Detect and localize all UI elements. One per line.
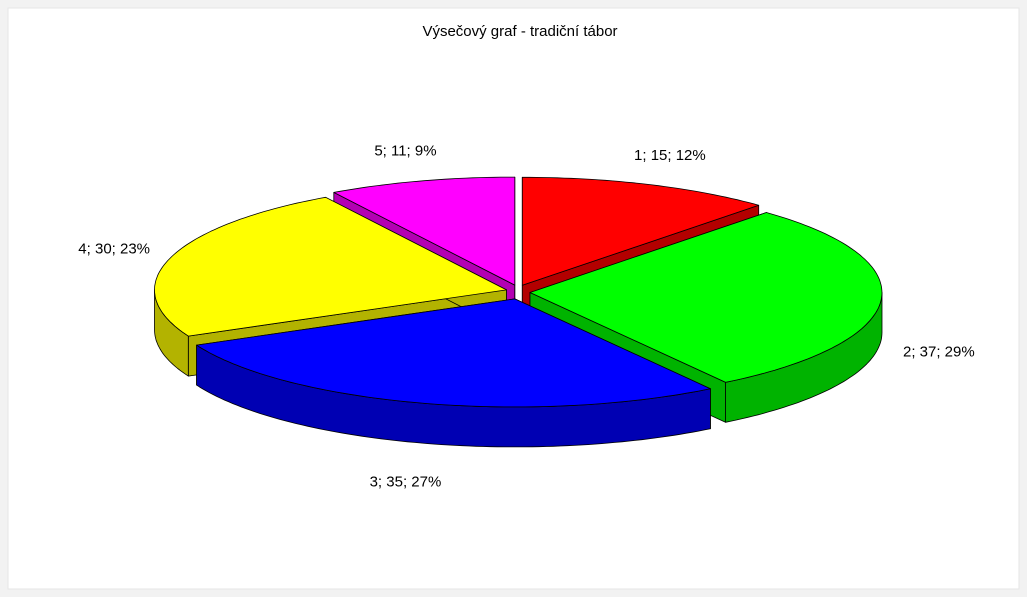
data-label: 1; 15; 12% bbox=[634, 147, 706, 164]
slice bbox=[529, 212, 883, 383]
data-label: 4; 30; 23% bbox=[78, 241, 150, 258]
slice bbox=[154, 196, 507, 337]
data-label: 2; 37; 29% bbox=[903, 344, 975, 361]
data-label: 5; 11; 9% bbox=[374, 142, 436, 159]
chart-title: Výsečový graf - tradiční tábor bbox=[422, 23, 617, 40]
data-label: 3; 35; 27% bbox=[370, 474, 442, 491]
slice bbox=[333, 176, 516, 286]
slice bbox=[521, 176, 760, 286]
slice bbox=[196, 298, 711, 408]
